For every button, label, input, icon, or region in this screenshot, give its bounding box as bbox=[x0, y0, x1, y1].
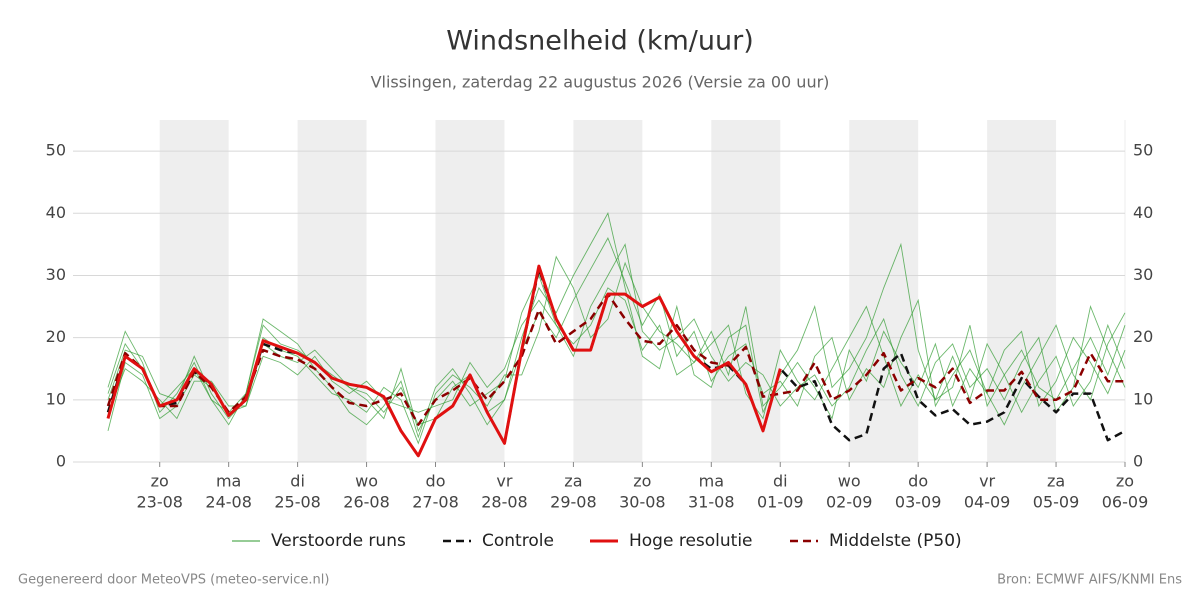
series-line bbox=[106, 264, 782, 458]
day-shade bbox=[849, 120, 919, 462]
x-tick-date: 30-08 bbox=[619, 493, 666, 512]
y2-tick-label: 50 bbox=[1133, 141, 1153, 160]
x-tick-weekday: vr bbox=[496, 472, 512, 491]
y-tick-label: 30 bbox=[46, 265, 66, 284]
series-line bbox=[106, 292, 1125, 426]
x-tick-date: 03-09 bbox=[895, 493, 942, 512]
x-tick-weekday: za bbox=[1047, 472, 1065, 491]
y-tick-label: 10 bbox=[46, 389, 66, 408]
x-tick-weekday: vr bbox=[979, 472, 995, 491]
y-tick-label: 0 bbox=[56, 452, 66, 471]
x-tick-date: 28-08 bbox=[481, 493, 528, 512]
x-tick-date: 23-08 bbox=[136, 493, 183, 512]
x-tick-weekday: do bbox=[908, 472, 928, 491]
x-tick-date: 26-08 bbox=[343, 493, 390, 512]
x-tick-weekday: di bbox=[773, 472, 788, 491]
footer-right: Bron: ECMWF AIFS/KNMI Ens bbox=[997, 573, 1182, 588]
day-shade bbox=[297, 120, 367, 462]
x-tick-date: 06-09 bbox=[1102, 493, 1149, 512]
x-tick-date: 02-09 bbox=[826, 493, 873, 512]
x-tick-date: 31-08 bbox=[688, 493, 735, 512]
chart-title: Windsnelheid (km/uur) bbox=[446, 26, 754, 57]
x-tick-weekday: di bbox=[290, 472, 305, 491]
day-shade bbox=[435, 120, 505, 462]
legend-label: Verstoorde runs bbox=[271, 531, 406, 551]
x-tick-date: 27-08 bbox=[412, 493, 459, 512]
x-tick-date: 29-08 bbox=[550, 493, 597, 512]
x-tick-weekday: ma bbox=[216, 472, 241, 491]
y2-tick-label: 10 bbox=[1133, 389, 1153, 408]
x-tick-date: 05-09 bbox=[1033, 493, 1080, 512]
day-shade bbox=[987, 120, 1057, 462]
x-tick-weekday: wo bbox=[355, 472, 378, 491]
y2-tick-label: 20 bbox=[1133, 327, 1153, 346]
chart-subtitle: Vlissingen, zaterdag 22 augustus 2026 (V… bbox=[371, 73, 830, 92]
footer-left: Gegenereerd door MeteoVPS (meteo-service… bbox=[18, 573, 329, 588]
x-tick-date: 24-08 bbox=[205, 493, 252, 512]
x-tick-date: 01-09 bbox=[757, 493, 804, 512]
x-tick-date: 04-09 bbox=[964, 493, 1011, 512]
y-tick-label: 40 bbox=[46, 203, 66, 222]
x-tick-weekday: do bbox=[426, 472, 446, 491]
x-tick-weekday: ma bbox=[699, 472, 724, 491]
x-tick-weekday: za bbox=[564, 472, 582, 491]
y2-tick-label: 0 bbox=[1133, 452, 1143, 471]
x-tick-weekday: zo bbox=[151, 472, 169, 491]
legend-label: Middelste (P50) bbox=[829, 531, 962, 551]
day-shade bbox=[573, 120, 643, 462]
y2-tick-label: 30 bbox=[1133, 265, 1153, 284]
legend-label: Hoge resolutie bbox=[629, 531, 753, 551]
x-tick-weekday: zo bbox=[1116, 472, 1134, 491]
y-tick-label: 20 bbox=[46, 327, 66, 346]
x-tick-date: 25-08 bbox=[274, 493, 321, 512]
y-tick-label: 50 bbox=[46, 141, 66, 160]
y2-tick-label: 40 bbox=[1133, 203, 1153, 222]
x-tick-weekday: wo bbox=[838, 472, 861, 491]
x-tick-weekday: zo bbox=[633, 472, 651, 491]
legend-label: Controle bbox=[482, 531, 554, 551]
